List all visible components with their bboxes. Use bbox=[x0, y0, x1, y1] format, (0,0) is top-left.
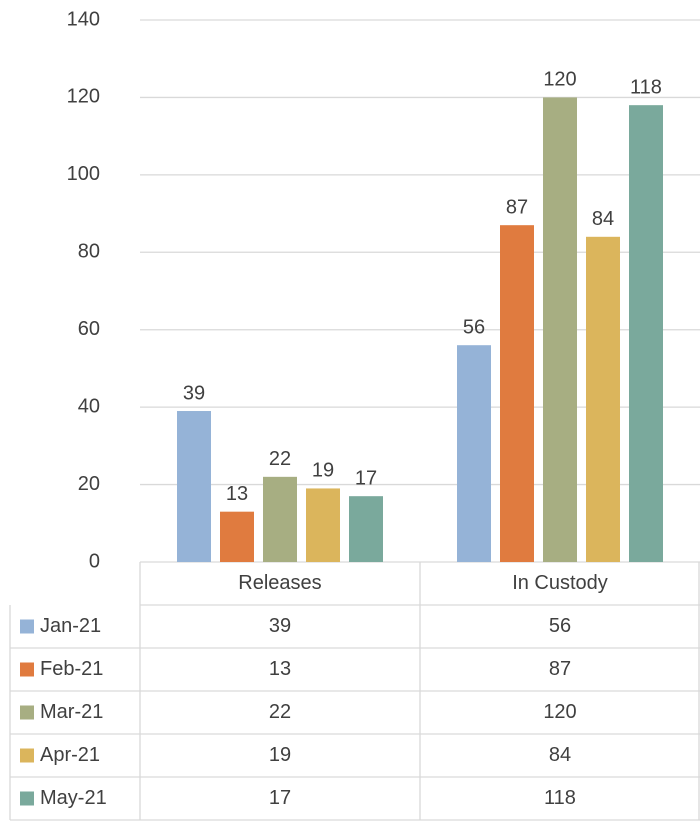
table-cell: 17 bbox=[269, 787, 291, 809]
legend-label: Mar-21 bbox=[40, 701, 103, 723]
data-label: 22 bbox=[269, 448, 291, 470]
y-tick-label: 100 bbox=[67, 163, 100, 185]
table-cell: 56 bbox=[549, 615, 571, 637]
legend-swatch bbox=[20, 705, 34, 720]
table-cell: 39 bbox=[269, 615, 291, 637]
x-tick-label: In Custody bbox=[512, 572, 608, 594]
legend-label: Apr-21 bbox=[40, 744, 100, 766]
x-tick-label: Releases bbox=[238, 572, 321, 594]
table-cell: 87 bbox=[549, 658, 571, 680]
table-cell: 22 bbox=[269, 701, 291, 723]
y-tick-label: 20 bbox=[78, 473, 100, 495]
bar bbox=[349, 496, 383, 562]
y-tick-label: 60 bbox=[78, 318, 100, 340]
bar bbox=[263, 476, 297, 562]
bar bbox=[306, 488, 340, 562]
table-cell: 19 bbox=[269, 744, 291, 766]
legend-swatch bbox=[20, 748, 34, 763]
table-cell: 118 bbox=[544, 787, 576, 809]
legend-swatch bbox=[20, 662, 34, 677]
data-label: 120 bbox=[543, 69, 576, 91]
bar bbox=[629, 105, 663, 563]
data-label: 39 bbox=[183, 382, 205, 404]
legend-label: Feb-21 bbox=[40, 658, 103, 680]
data-label: 13 bbox=[226, 483, 248, 505]
bar bbox=[220, 511, 254, 562]
table-cell: 13 bbox=[269, 658, 291, 680]
data-label: 17 bbox=[355, 467, 377, 489]
legend-swatch bbox=[20, 619, 34, 634]
data-label: 56 bbox=[463, 316, 485, 338]
y-tick-label: 80 bbox=[78, 241, 100, 263]
bar bbox=[543, 97, 577, 562]
data-label: 87 bbox=[506, 196, 528, 218]
y-tick-label: 140 bbox=[67, 8, 100, 30]
bar bbox=[500, 225, 534, 562]
table-cell: 84 bbox=[549, 744, 571, 766]
bar bbox=[177, 411, 211, 562]
table-cell: 120 bbox=[543, 701, 576, 723]
y-tick-label: 0 bbox=[89, 550, 100, 572]
bar bbox=[457, 345, 491, 562]
legend-label: Jan-21 bbox=[40, 615, 101, 637]
data-label: 118 bbox=[630, 76, 662, 98]
data-label: 19 bbox=[312, 460, 334, 482]
y-tick-label: 120 bbox=[67, 86, 100, 108]
legend-swatch bbox=[20, 791, 34, 806]
legend-label: May-21 bbox=[40, 787, 107, 809]
data-label: 84 bbox=[592, 208, 614, 230]
y-tick-label: 40 bbox=[78, 395, 100, 417]
bar bbox=[586, 236, 620, 563]
